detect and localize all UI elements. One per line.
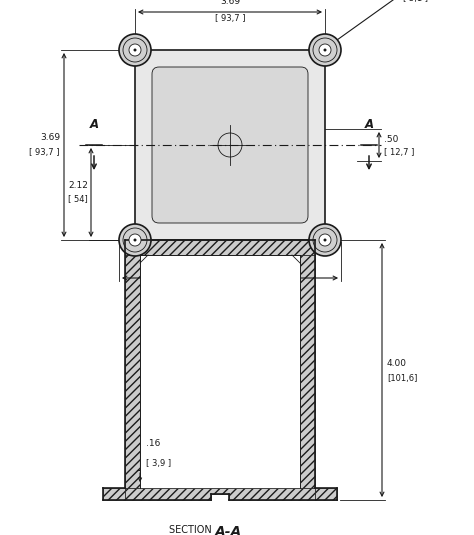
Polygon shape bbox=[140, 255, 300, 488]
Text: .16: .16 bbox=[146, 439, 160, 448]
Circle shape bbox=[323, 49, 327, 51]
Circle shape bbox=[309, 34, 341, 66]
Circle shape bbox=[309, 224, 341, 256]
FancyBboxPatch shape bbox=[135, 50, 325, 240]
Circle shape bbox=[134, 239, 137, 241]
Text: [ 117,5 ]: [ 117,5 ] bbox=[212, 292, 248, 301]
Circle shape bbox=[319, 44, 331, 56]
Text: A: A bbox=[365, 118, 374, 131]
FancyBboxPatch shape bbox=[152, 67, 308, 223]
Polygon shape bbox=[315, 488, 337, 500]
Text: 4.63: 4.63 bbox=[220, 284, 240, 293]
Polygon shape bbox=[103, 488, 125, 500]
Circle shape bbox=[129, 234, 141, 246]
Polygon shape bbox=[300, 255, 315, 488]
Circle shape bbox=[319, 234, 331, 246]
Circle shape bbox=[119, 224, 151, 256]
Text: [ 93,7 ]: [ 93,7 ] bbox=[215, 14, 245, 23]
Text: [ 93,7 ]: [ 93,7 ] bbox=[29, 149, 60, 157]
Circle shape bbox=[119, 34, 151, 66]
Text: [ 54]: [ 54] bbox=[68, 195, 88, 203]
Text: 3.69: 3.69 bbox=[40, 133, 60, 141]
Text: A: A bbox=[90, 118, 99, 131]
Text: [ 5,1 ]: [ 5,1 ] bbox=[403, 0, 428, 3]
Circle shape bbox=[129, 44, 141, 56]
Polygon shape bbox=[125, 240, 315, 255]
Text: A-A: A-A bbox=[215, 525, 242, 535]
Text: [ 12,7 ]: [ 12,7 ] bbox=[384, 149, 414, 157]
Text: 3.69: 3.69 bbox=[220, 0, 240, 6]
Text: 2.12: 2.12 bbox=[68, 180, 88, 189]
Text: [ 3,9 ]: [ 3,9 ] bbox=[146, 459, 171, 468]
Text: [101,6]: [101,6] bbox=[387, 373, 418, 383]
Polygon shape bbox=[125, 488, 315, 500]
Circle shape bbox=[134, 49, 137, 51]
Polygon shape bbox=[125, 255, 140, 488]
Text: SECTION: SECTION bbox=[169, 525, 215, 535]
Circle shape bbox=[323, 239, 327, 241]
Text: 4.00: 4.00 bbox=[387, 360, 407, 369]
Text: .50: .50 bbox=[384, 135, 398, 144]
